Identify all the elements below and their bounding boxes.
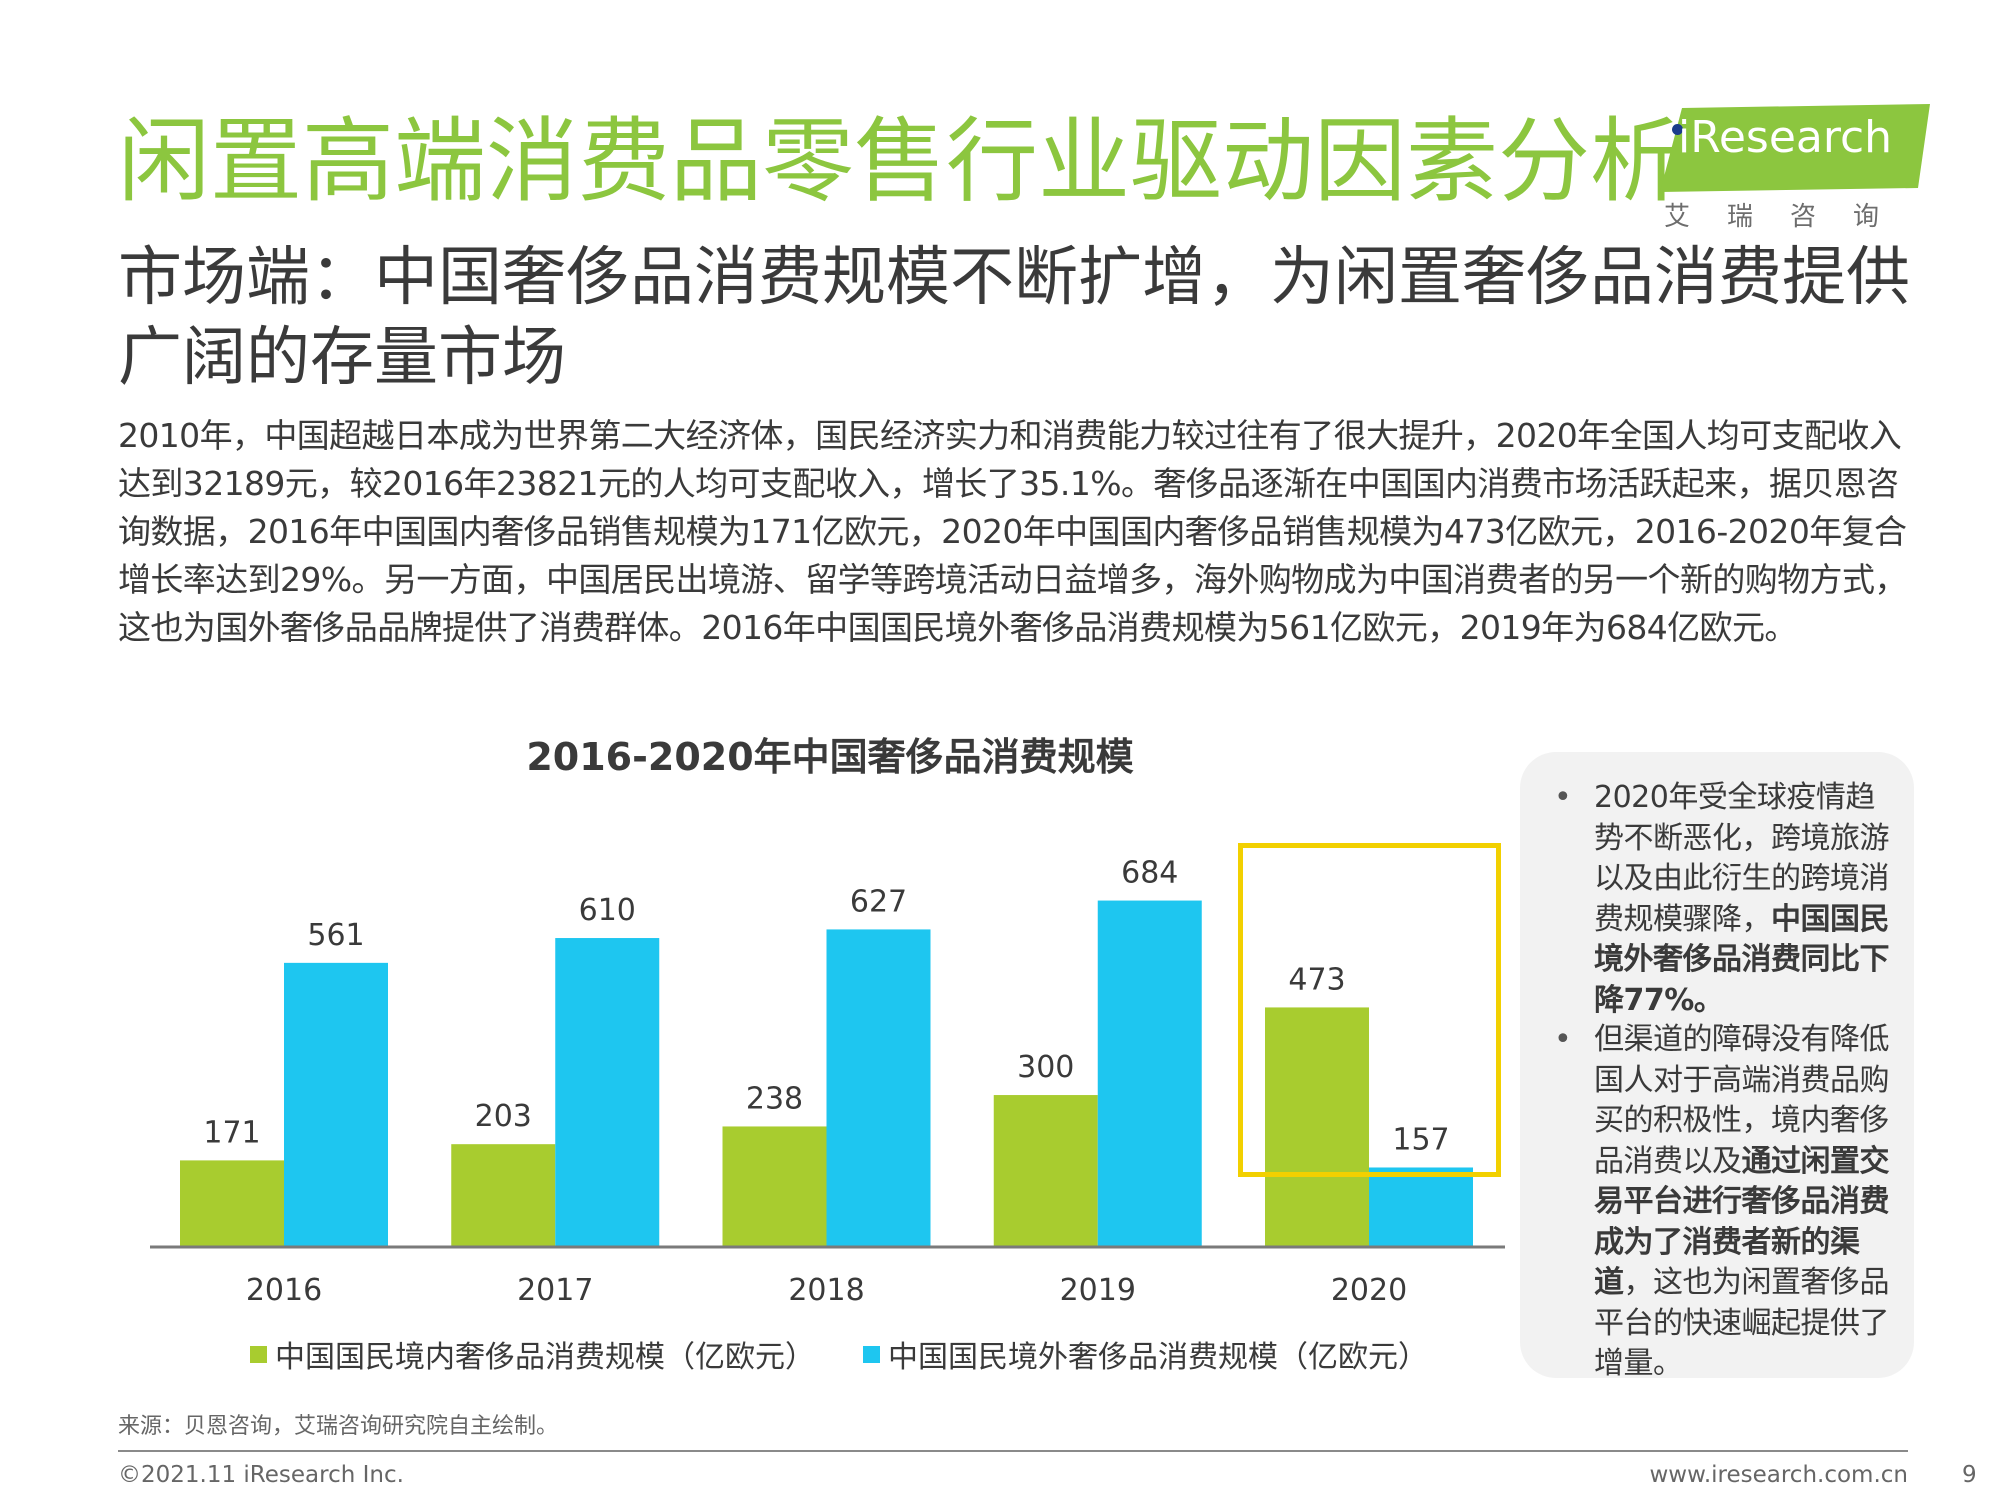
legend-swatch-overseas xyxy=(863,1345,880,1363)
data-label: 171 xyxy=(203,1115,260,1150)
highlight-box-2020 xyxy=(1238,843,1501,1177)
x-tick-label: 2016 xyxy=(246,1273,322,1308)
body-paragraph: 2010年，中国超越日本成为世界第二大经济体，国民经济实力和消费能力较过往有了很… xyxy=(118,416,1907,647)
footer-website[interactable]: www.iresearch.com.cn xyxy=(1649,1462,1909,1488)
bar-domestic-2017 xyxy=(451,1144,556,1247)
data-label: 157 xyxy=(1392,1122,1449,1157)
logo-banner xyxy=(1660,104,1930,192)
data-label: 684 xyxy=(1121,856,1178,891)
page-number: 9 xyxy=(1962,1462,1977,1488)
chart-title: 2016-2020年中国奢侈品消费规模 xyxy=(526,735,1134,779)
bullet-marker: • xyxy=(1554,1022,1572,1057)
insight-bullet-1: 2020年受全球疫情趋势不断恶化，跨境旅游以及由此衍生的跨境消费规模骤降，中国国… xyxy=(1594,778,1890,1021)
bar-overseas-2016 xyxy=(284,962,388,1247)
x-tick-label: 2017 xyxy=(517,1273,593,1308)
x-tick-label: 2018 xyxy=(788,1273,864,1308)
page-title: 闲置高端消费品零售行业驱动因素分析 xyxy=(118,108,1683,215)
bar-domestic-2016 xyxy=(180,1160,284,1247)
bullet-1-emphasis: 中国国民境外奢侈品消费同比下降77%。 xyxy=(1594,901,1890,1018)
logo-subtitle: 艾瑞咨询 xyxy=(1664,202,1917,232)
legend-item-overseas: 中国国民境外奢侈品消费规模（亿欧元） xyxy=(863,1332,1428,1376)
data-label: 238 xyxy=(746,1081,803,1116)
footer-divider xyxy=(118,1450,1908,1452)
legend-swatch-domestic xyxy=(250,1345,267,1363)
logo-dot xyxy=(1672,124,1683,135)
data-label: 610 xyxy=(579,893,636,928)
bar-overseas-2019 xyxy=(1097,900,1202,1247)
data-label: 203 xyxy=(475,1099,532,1134)
bar-domestic-2019 xyxy=(993,1095,1098,1247)
data-label: 473 xyxy=(1288,962,1345,997)
bullet-2-emphasis: 通过闲置交易平台进行奢侈品消费成为了消费者新的渠道 xyxy=(1594,1143,1890,1301)
logo-wordmark: iResearch xyxy=(1678,112,1893,163)
bar-overseas-2018 xyxy=(826,929,931,1247)
bar-overseas-2017 xyxy=(555,938,660,1247)
bar-domestic-2020 xyxy=(1265,1007,1369,1247)
legend-label-domestic: 中国国民境内奢侈品消费规模（亿欧元） xyxy=(275,1340,815,1375)
bar-overseas-2020 xyxy=(1369,1167,1473,1247)
bullet-2-tail: ，这也为闲置奢侈品平台的快速崛起提供了增量。 xyxy=(1594,1265,1890,1381)
source-note: 来源：贝恩咨询，艾瑞咨询研究院自主绘制。 xyxy=(118,1414,559,1439)
legend-item-domestic: 中国国民境内奢侈品消费规模（亿欧元） xyxy=(250,1332,815,1376)
bullet-marker: • xyxy=(1554,780,1572,815)
legend-label-overseas: 中国国民境外奢侈品消费规模（亿欧元） xyxy=(888,1340,1428,1375)
page-subtitle: 市场端：中国奢侈品消费规模不断扩增，为闲置奢侈品消费提供广阔的存量市场 xyxy=(118,241,1910,395)
bar-domestic-2018 xyxy=(722,1126,827,1247)
data-label: 300 xyxy=(1017,1050,1074,1085)
bullet-1-text: 2020年受全球疫情趋势不断恶化，跨境旅游以及由此衍生的跨境消费规模骤降， xyxy=(1594,780,1890,937)
insight-bullet-2: 但渠道的障碍没有降低国人对于高端消费品购买的积极性，境内奢侈品消费以及通过闲置交… xyxy=(1594,1020,1890,1385)
data-label: 561 xyxy=(307,918,364,953)
data-label: 627 xyxy=(850,884,907,919)
x-tick-label: 2020 xyxy=(1331,1273,1407,1308)
insight-sidebar: • 2020年受全球疫情趋势不断恶化，跨境旅游以及由此衍生的跨境消费规模骤降，中… xyxy=(1520,752,1914,1381)
footer-copyright: ©2021.11 iResearch Inc. xyxy=(118,1462,404,1488)
iresearch-logo: iResearch 艾瑞咨询 xyxy=(1660,104,1930,234)
bullet-2-text: 但渠道的障碍没有降低国人对于高端消费品购买的积极性，境内奢侈品消费以及 xyxy=(1594,1022,1890,1179)
x-tick-label: 2019 xyxy=(1060,1273,1136,1308)
